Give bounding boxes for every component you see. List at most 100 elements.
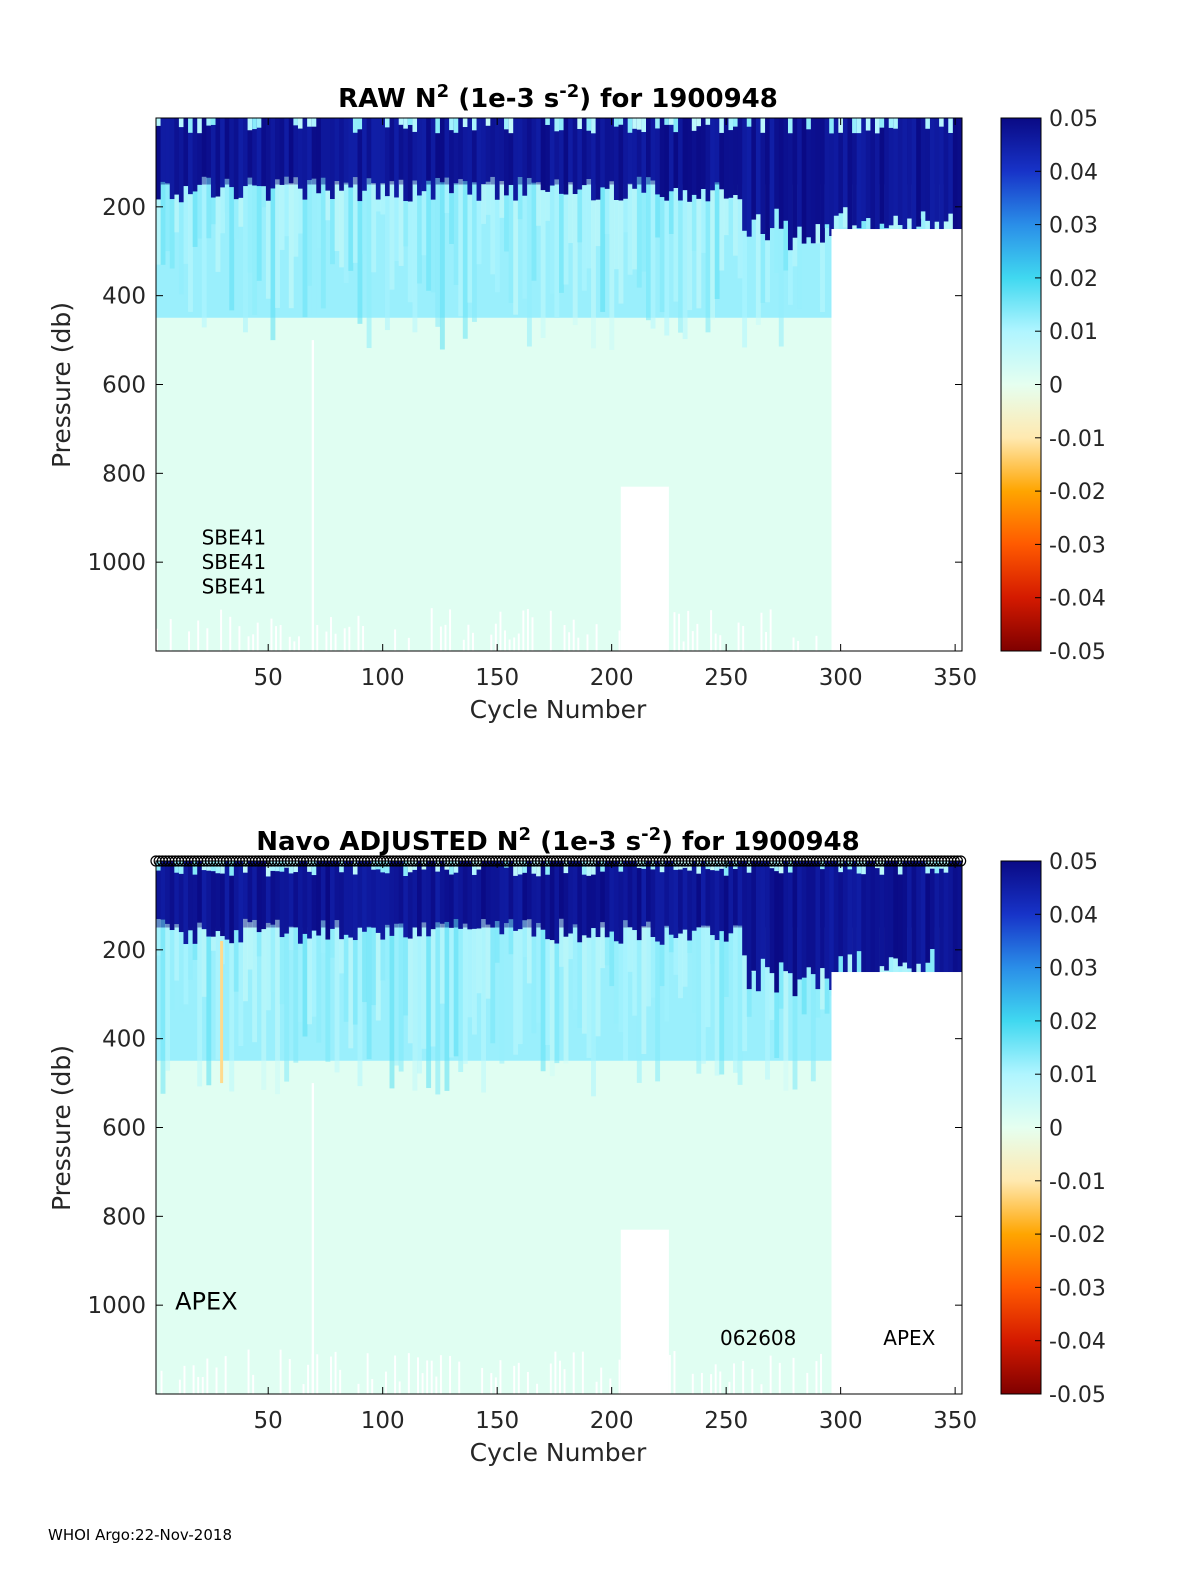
cell-mid	[439, 182, 445, 350]
cell-upper	[646, 118, 651, 178]
cell-bottom-gap	[407, 637, 410, 651]
cell-upper	[494, 861, 500, 922]
colorbar-tick-label: 0	[1049, 374, 1063, 399]
cell-upper	[577, 861, 583, 943]
cell-upper	[952, 861, 958, 999]
cell-upper	[733, 861, 738, 926]
cell-mid	[380, 183, 386, 215]
cell-upper	[352, 861, 358, 941]
cell-surface	[939, 118, 944, 127]
colorbar-tick-label: 0.01	[1049, 1063, 1098, 1088]
cell-mid	[513, 930, 519, 1055]
cell-upper	[366, 118, 372, 179]
cell-surface	[627, 118, 633, 133]
cell-upper	[554, 118, 560, 180]
cell-mid	[233, 930, 239, 992]
cell-upper	[723, 118, 729, 199]
cell-upper	[348, 118, 354, 188]
cell-upper	[352, 118, 358, 178]
cell-upper	[824, 861, 830, 979]
cell-mid	[765, 967, 770, 1080]
cell-upper	[389, 861, 395, 936]
cell-upper	[691, 118, 697, 195]
cell-upper	[604, 861, 610, 938]
cell-mid	[279, 184, 285, 250]
cell-mid	[824, 224, 830, 228]
y-tick-label: 800	[102, 1204, 146, 1230]
cell-upper	[499, 118, 505, 182]
cell-upper	[870, 118, 876, 253]
cell-upper	[243, 861, 248, 919]
cell-upper	[806, 861, 812, 968]
cell-mid	[581, 935, 587, 1034]
cell-upper	[604, 118, 610, 189]
cell-upper	[668, 861, 674, 935]
cell-upper	[902, 861, 908, 963]
cell-upper	[760, 118, 766, 235]
cell-bottom-gap	[490, 634, 493, 651]
cell-upper	[426, 118, 432, 181]
cell-upper	[270, 861, 276, 925]
cell-mid	[820, 968, 825, 1010]
cell-mid	[678, 200, 683, 333]
cell-upper	[751, 861, 757, 971]
cell-upper	[939, 861, 944, 973]
cell-mid	[247, 922, 253, 970]
cell-upper	[842, 118, 848, 208]
cell-upper	[710, 861, 716, 936]
adjusted-n2-panel: Navo ADJUSTED N2 (1e-3 s-2) for 1900948 …	[47, 824, 1106, 1467]
cell-bottom-gap	[618, 630, 621, 651]
cell-upper	[293, 118, 299, 178]
colorbar-gradient	[1000, 117, 1042, 652]
cell-upper	[467, 861, 473, 930]
cell-upper	[522, 861, 528, 921]
cell-upper	[421, 118, 427, 192]
cell-bottom-gap	[696, 623, 699, 651]
cell-upper	[664, 861, 670, 926]
cell-upper	[165, 861, 171, 924]
cell-mid	[210, 936, 216, 951]
cell-mid	[609, 181, 615, 350]
cell-upper	[778, 118, 784, 229]
cell-upper	[838, 118, 844, 214]
cell-mid	[733, 195, 738, 256]
cell-upper	[897, 861, 903, 967]
cell-bottom-gap	[536, 1383, 539, 1394]
cell-upper	[655, 861, 661, 942]
cell-bottom-gap	[513, 1365, 516, 1394]
cell-upper	[471, 118, 477, 183]
cell-surface	[407, 118, 413, 125]
cell-mid	[522, 920, 528, 958]
x-tick-label: 300	[819, 1408, 863, 1434]
cell-surface	[412, 118, 418, 132]
cell-bottom-gap	[760, 612, 763, 651]
cell-bottom-gap	[229, 616, 232, 651]
cell-mid	[554, 943, 560, 1064]
cell-bottom-gap	[279, 625, 282, 651]
heatmap-cells	[156, 861, 962, 1394]
cell-mid	[462, 923, 468, 1064]
cell-bottom-gap	[288, 636, 291, 651]
cell-upper	[847, 118, 853, 250]
cell-bottom-gap	[279, 1349, 282, 1394]
cell-upper	[655, 118, 661, 195]
cell-mid	[508, 184, 514, 303]
cell-bottom-gap	[687, 610, 690, 651]
cell-upper	[417, 118, 422, 196]
cell-mid	[531, 936, 537, 1034]
cell-upper	[357, 118, 363, 202]
cell-upper	[215, 118, 221, 197]
cell-mid	[659, 944, 665, 987]
footer-credit: WHOI Argo:22-Nov-2018	[48, 1526, 232, 1544]
cell-upper	[664, 118, 670, 201]
cell-mid	[343, 934, 349, 1022]
cell-surface	[293, 118, 299, 126]
cell-mid	[536, 922, 541, 1023]
cell-mid	[398, 179, 404, 266]
cell-upper	[407, 861, 413, 939]
cell-mid	[682, 190, 688, 340]
cell-mid	[700, 925, 706, 1064]
raw-y-axis-label: Pressure (db)	[47, 302, 76, 468]
cell-mid	[490, 176, 496, 275]
cell-bottom-gap	[494, 623, 497, 651]
